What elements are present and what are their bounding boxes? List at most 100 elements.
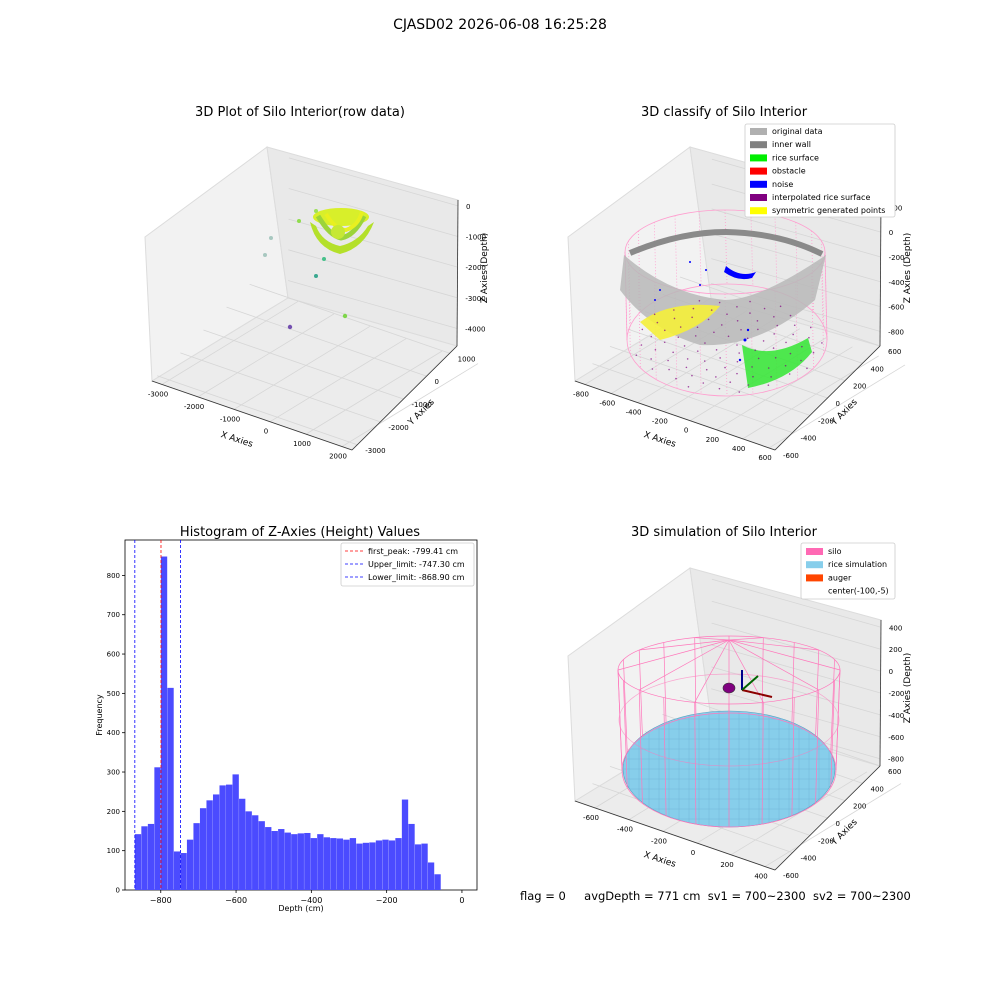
p4-z-gridline xyxy=(711,666,881,716)
histogram-bar xyxy=(323,837,331,890)
interpolated-point xyxy=(773,315,775,318)
silo-wire-line xyxy=(830,680,835,788)
silo-wire-line xyxy=(791,642,795,724)
interpolated-point xyxy=(663,341,666,344)
p4-z-gridline xyxy=(711,578,882,628)
histogram-y-tick-label: 100 xyxy=(107,847,120,855)
histogram-bar xyxy=(291,834,298,890)
silo-top-spoke xyxy=(617,639,730,671)
status-footer: flag = 0 avgDepth = 771 cm sv1 = 700~230… xyxy=(520,889,911,903)
simulation-z-label: Z Axies (Depth) xyxy=(903,653,913,724)
p1-x-tick-label: -1000 xyxy=(220,415,240,423)
histogram-bar xyxy=(173,851,181,890)
interpolated-point xyxy=(651,368,654,370)
p2-x-tick-label: 0 xyxy=(684,427,688,435)
interpolated-point xyxy=(673,309,675,311)
p4-z-gridline xyxy=(711,644,881,694)
histogram-y-tick-label: 700 xyxy=(107,611,120,619)
silo-wire-line xyxy=(663,697,667,817)
interpolated-point xyxy=(806,367,808,370)
interpolated-point xyxy=(677,336,680,339)
histogram-bar xyxy=(271,831,278,890)
classify-legend-swatch xyxy=(750,167,767,175)
p2-x-tick-label: -400 xyxy=(626,409,642,417)
p1-z-tick-label: -1000 xyxy=(466,234,486,242)
interpolated-point xyxy=(774,356,777,359)
raw-z-axis xyxy=(456,199,459,347)
histogram-bar xyxy=(375,840,383,890)
classify-legend-label: interpolated rice surface xyxy=(772,193,870,202)
classify-y-axis xyxy=(774,345,881,451)
silo-wire-line xyxy=(761,702,764,825)
p1-z-gridline xyxy=(288,218,458,268)
interpolated-point xyxy=(779,305,782,308)
histogram-y-label: Frequency xyxy=(95,694,104,736)
interpolated-point xyxy=(719,357,721,359)
interpolated-point xyxy=(726,313,728,316)
figure-title: CJASD02 2026-06-08 16:25:28 xyxy=(393,17,607,33)
p1-y-gridline xyxy=(203,329,404,400)
interpolated-point xyxy=(800,359,802,362)
interpolated-point xyxy=(668,368,670,371)
silo-top-spoke xyxy=(728,639,819,691)
p2-x-gridline xyxy=(716,346,853,431)
histogram-bar xyxy=(408,823,415,890)
p2-x-tick-label: 200 xyxy=(706,436,719,444)
p2-x-gridline xyxy=(768,364,906,449)
p1-x-tick-label: 2000 xyxy=(329,453,347,461)
classify-wire-line xyxy=(774,215,778,292)
classify-legend-label: inner wall xyxy=(772,140,811,149)
classify-panel: 3D classify of Silo Interior -800 -600 -40… xyxy=(567,105,913,462)
p4-x-tick-label: -400 xyxy=(617,826,633,834)
interpolated-point xyxy=(686,358,689,360)
interpolated-point xyxy=(673,317,676,320)
interpolated-point xyxy=(738,391,741,393)
histogram-bar xyxy=(206,800,213,890)
classify-legend-label: noise xyxy=(772,180,793,189)
silo-top-spoke xyxy=(728,639,819,651)
histogram-bar xyxy=(278,829,285,890)
interpolated-point xyxy=(685,366,688,369)
p2-z-gridline xyxy=(711,233,881,283)
histogram-x-label: Depth (cm) xyxy=(278,904,323,913)
interpolated-point xyxy=(738,352,740,354)
simulation-x-label: X Axies xyxy=(642,850,677,870)
p1-z-gridline xyxy=(288,157,459,207)
p2-z-tick-label: -800 xyxy=(888,328,904,336)
simulation-y-label: Y Axies xyxy=(829,817,860,848)
interpolated-point xyxy=(763,307,766,310)
p4-z-gridline xyxy=(711,622,881,672)
raw-point-cloud xyxy=(263,208,374,330)
interpolated-point xyxy=(691,316,693,319)
silo-wire-line xyxy=(761,637,764,716)
p4-y-tick-label: -400 xyxy=(801,855,817,863)
interpolated-point xyxy=(635,354,638,356)
p4-z-tick-label: 400 xyxy=(889,624,902,632)
simulation-auger xyxy=(722,670,773,698)
p1-x-gridline xyxy=(305,350,443,435)
p4-x-tick-label: 400 xyxy=(754,873,767,881)
histogram-bar xyxy=(226,784,233,890)
histogram-bar xyxy=(356,843,363,890)
silo-wire-line xyxy=(617,669,623,771)
histogram-bar xyxy=(147,823,155,890)
histogram-x-tick-label: −200 xyxy=(376,896,398,905)
histogram-bar xyxy=(193,823,200,890)
interpolated-point xyxy=(789,352,792,355)
histogram-bar xyxy=(134,834,142,890)
raw-panel-title: 3D Plot of Silo Interior(row data) xyxy=(195,105,405,120)
histogram-bar xyxy=(421,843,428,890)
sv1-text: sv1 = 700~2300 xyxy=(707,889,806,903)
histogram-x-tick-label: −400 xyxy=(300,896,322,905)
interpolated-point xyxy=(736,320,739,322)
interpolated-point xyxy=(672,351,674,354)
interpolated-point xyxy=(718,301,721,304)
silo-wire-line xyxy=(791,697,795,817)
interpolated-point xyxy=(809,326,812,329)
histogram-bar xyxy=(297,833,304,890)
interpolated-point xyxy=(770,376,772,378)
classify-legend-swatch xyxy=(750,180,767,188)
simulation-z-axis xyxy=(879,619,882,767)
classify-wire-line xyxy=(795,222,799,301)
